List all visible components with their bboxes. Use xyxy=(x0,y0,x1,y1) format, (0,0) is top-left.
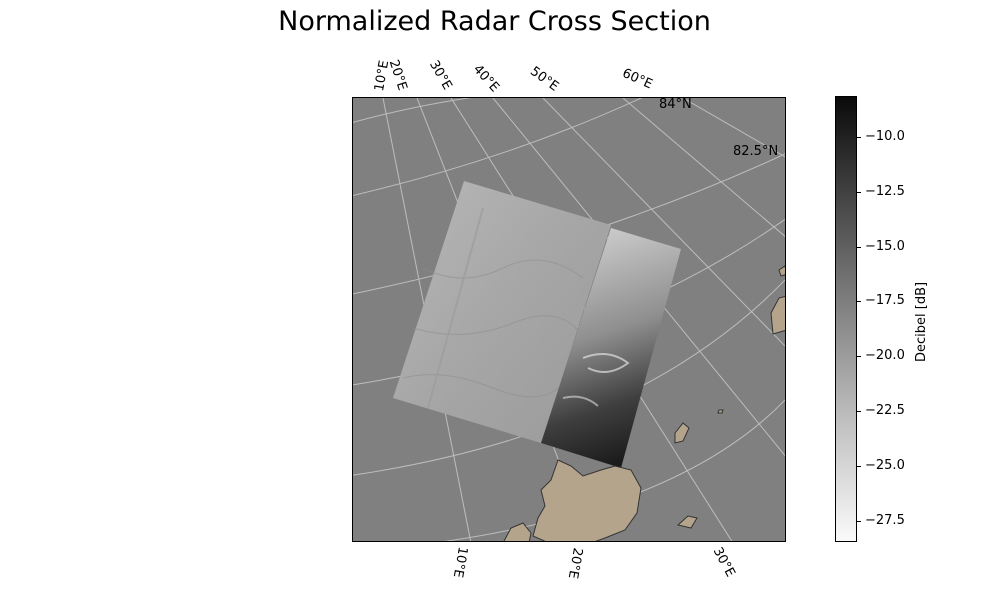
colorbar-tick-label: −25.0 xyxy=(865,458,905,473)
colorbar-tick-label: −27.5 xyxy=(865,513,905,528)
lat-line xyxy=(353,98,472,123)
colorbar-tick xyxy=(857,301,861,302)
colorbar-tick-label: −17.5 xyxy=(865,293,905,308)
colorbar-tick-label: −15.0 xyxy=(865,239,905,254)
colorbar-title: Decibel [dB] xyxy=(914,281,929,362)
colorbar-tick-label: −12.5 xyxy=(865,184,905,199)
colorbar-tick xyxy=(857,521,861,522)
lon-line xyxy=(622,98,785,237)
lon-line xyxy=(542,98,785,347)
bottom-lon-label-10e: 10°E xyxy=(449,545,470,579)
colorbar-tick xyxy=(857,192,861,193)
colorbar-tick xyxy=(857,411,861,412)
colorbar-tick xyxy=(857,137,861,138)
land-mass-islet xyxy=(676,515,698,529)
top-lon-label-50e: 50°E xyxy=(527,64,562,95)
colorbar-tick xyxy=(857,247,861,248)
colorbar-tick-label: −10.0 xyxy=(865,129,905,144)
colorbar-tick xyxy=(857,466,861,467)
colorbar-tick-label: −22.5 xyxy=(865,403,905,418)
land-mass-islet xyxy=(674,422,690,444)
top-lon-label-20e: 20°E xyxy=(385,58,410,93)
colorbar-tick xyxy=(857,356,861,357)
bottom-lon-label-20e: 20°E xyxy=(564,546,585,580)
top-lon-label-30e: 30°E xyxy=(426,58,455,93)
sar-swath-right xyxy=(541,228,681,468)
map-canvas xyxy=(353,98,785,541)
top-lon-label-40e: 40°E xyxy=(469,62,502,96)
land-mass-islet xyxy=(770,295,785,335)
lat-label-84n: 84°N xyxy=(659,97,692,112)
top-lon-label-60e: 60°E xyxy=(619,66,655,93)
land-mass-islet xyxy=(778,265,785,277)
lon-line xyxy=(682,98,785,158)
lat-label-82-5n: 82.5°N xyxy=(733,144,779,159)
land-mass-islet xyxy=(717,409,724,414)
lat-line xyxy=(353,98,643,196)
bottom-lon-label-30e: 30°E xyxy=(709,545,738,580)
figure-title: Normalized Radar Cross Section xyxy=(278,6,711,37)
colorbar-tick-label: −20.0 xyxy=(865,348,905,363)
map-panel xyxy=(352,97,786,542)
land-mass-west xyxy=(503,522,532,541)
sar-swath-left xyxy=(393,181,611,443)
land-mass-main xyxy=(532,459,642,541)
colorbar xyxy=(835,96,857,542)
land-masses xyxy=(503,265,785,541)
